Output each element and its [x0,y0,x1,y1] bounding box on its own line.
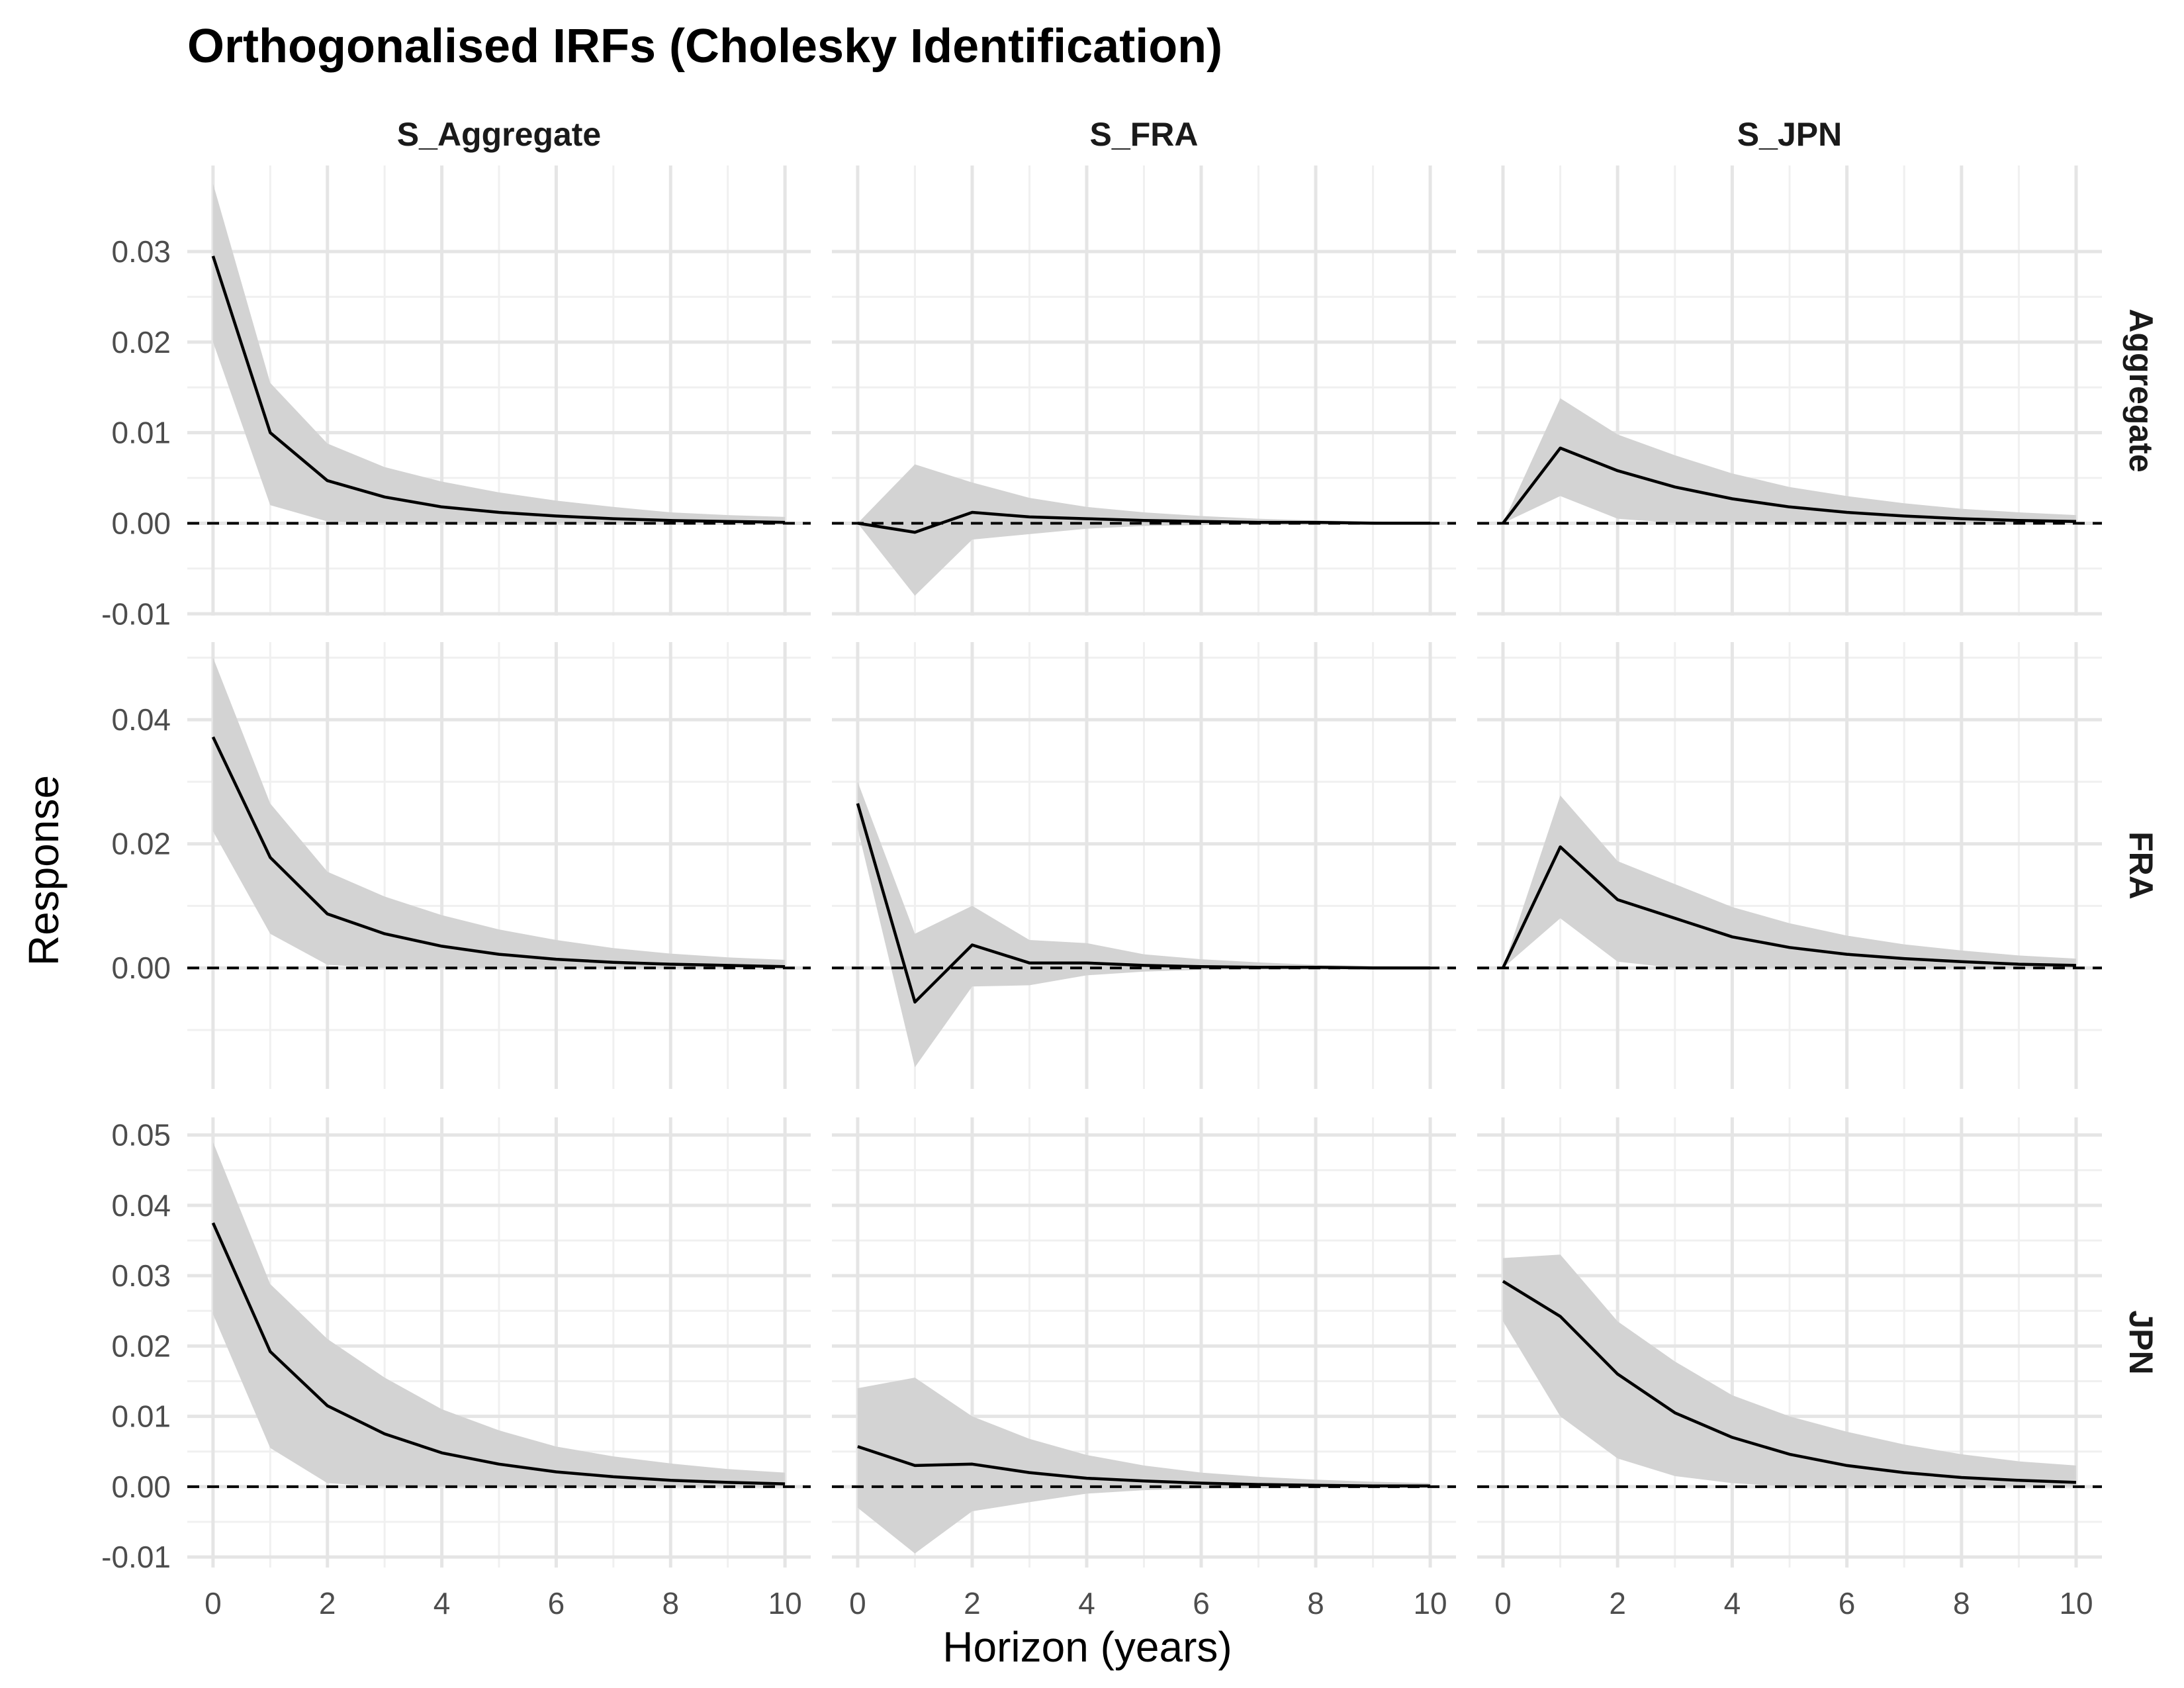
x-tick-label: 0 [205,1586,222,1620]
column-strip-label: S_JPN [1737,116,1842,153]
confidence-band [212,1142,786,1487]
y-tick-label: 0.00 [111,506,171,540]
y-tick-label: 0.00 [111,951,171,985]
row-strip-label: JPN [2122,1310,2160,1374]
response-line [857,510,1431,534]
response-line [211,1222,786,1485]
row-strip-label: Aggregate [2122,308,2160,472]
x-tick-label: 10 [768,1586,802,1620]
x-tick-label: 2 [1609,1586,1626,1620]
y-tick-label: 0.02 [111,1329,171,1363]
x-tick-label: 6 [1193,1586,1210,1620]
x-tick-label: 8 [1953,1586,1970,1620]
response-line [1502,446,2077,524]
x-tick-label: 10 [2059,1586,2093,1620]
confidence-band [857,781,1431,1068]
x-tick-label: 8 [1307,1586,1324,1620]
x-tick-label: 4 [433,1586,451,1620]
panel-jpn-s_aggregate: 0 2 4 6 8 10 [187,1117,811,1620]
y-tick-label: -0.01 [101,1540,171,1574]
x-tick-label: 0 [849,1586,866,1620]
column-strip-label: S_FRA [1090,116,1199,153]
y-tick-label: 0.00 [111,1470,171,1504]
panel-fra-s_jpn [1477,642,2102,1089]
response-line [1501,845,2077,969]
y-tick-label: 0.03 [111,1258,171,1293]
x-tick-label: 2 [319,1586,336,1620]
panel-jpn-s_fra: 0 2 4 6 8 10 [832,1117,1456,1620]
confidence-band [1503,795,2076,968]
panel-jpn-s_jpn: 0 2 4 6 8 10 [1477,1117,2102,1620]
y-tick-label: 0.04 [111,1188,171,1223]
x-tick-label: 8 [662,1586,679,1620]
confidence-band [1503,1254,2076,1487]
panel-aggregate-s_fra [832,165,1456,616]
y-tick-label: 0.04 [111,702,171,737]
row-strip-label: FRA [2122,831,2160,900]
x-tick-label: 2 [964,1586,981,1620]
y-tick-label: 0.03 [111,234,171,269]
y-tick-label: 0.02 [111,827,171,861]
y-tick-label: 0.02 [111,325,171,359]
facet-panels: S_Aggregate S_FRA S_JPN Aggregate -0.01 0.00 0… [101,116,2160,1620]
confidence-band [857,464,1431,596]
chart-title: Orthogonalised IRFs (Cholesky Identifica… [187,20,1222,73]
response-line [211,256,786,524]
response-line [211,736,786,968]
y-tick-label: 0.01 [111,416,171,450]
x-tick-label: 6 [1839,1586,1856,1620]
column-strip-label: S_Aggregate [397,116,601,153]
confidence-band [857,1378,1431,1554]
panel-fra-s_fra [832,642,1456,1089]
confidence-band [1503,398,2076,524]
y-tick-label: -0.01 [101,596,171,631]
confidence-band [212,657,786,968]
response-line [856,803,1431,1004]
x-tick-label: 4 [1724,1586,1741,1620]
y-tick-label: 0.05 [111,1118,171,1152]
y-tick-label: 0.01 [111,1399,171,1434]
panel-aggregate-s_jpn [1477,165,2102,616]
x-axis-label: Horizon (years) [942,1623,1232,1671]
x-tick-label: 0 [1494,1586,1512,1620]
x-tick-label: 10 [1413,1586,1447,1620]
confidence-band [212,183,786,524]
panel-aggregate-s_aggregate [187,165,811,616]
response-line [857,1445,1431,1488]
response-line [1502,1280,2077,1484]
y-axis-label: Response [20,775,68,966]
x-tick-label: 4 [1078,1586,1095,1620]
x-tick-label: 6 [548,1586,565,1620]
panel-fra-s_aggregate [187,642,811,1089]
